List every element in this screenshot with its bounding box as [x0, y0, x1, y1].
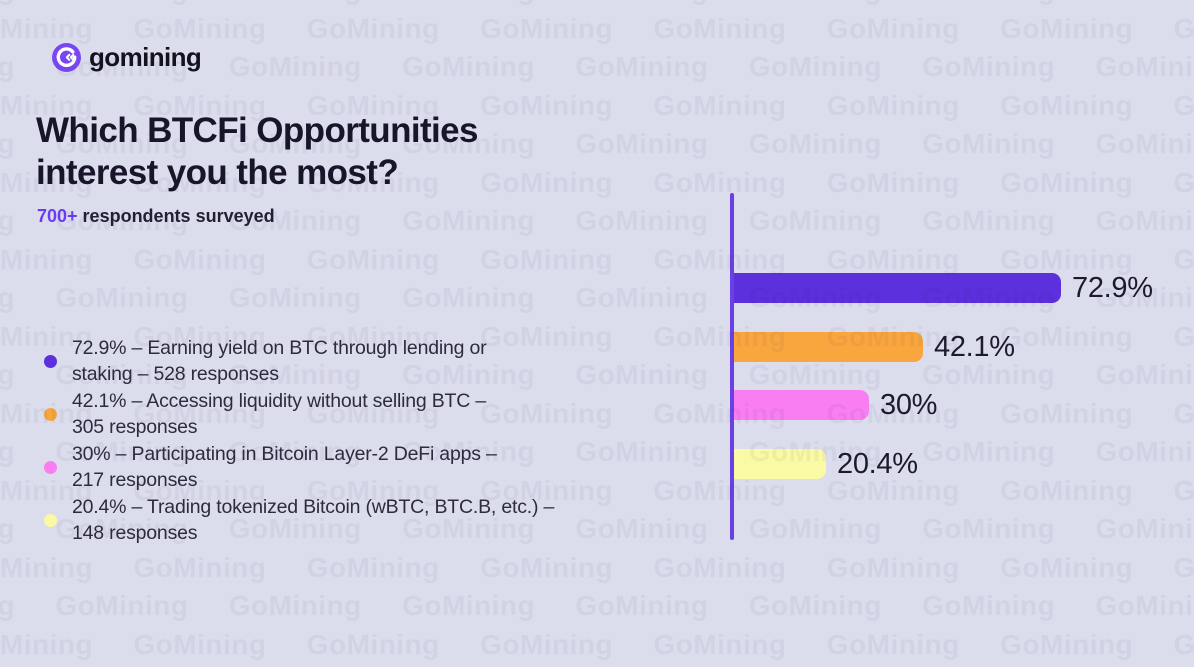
legend-item-1: 42.1% – Accessing liquidity without sell…: [44, 389, 644, 440]
page-title: Which BTCFi Opportunities interest you t…: [36, 110, 479, 194]
bar-row-0: 72.9%: [734, 271, 1153, 304]
title-line-2: interest you the most?: [36, 153, 399, 192]
bar-row-3: 20.4%: [734, 447, 918, 480]
legend-dot-icon: [44, 355, 57, 368]
legend-item-0: 72.9% – Earning yield on BTC through len…: [44, 336, 644, 387]
chart-legend: 72.9% – Earning yield on BTC through len…: [44, 336, 644, 548]
subtitle: 700+ respondents surveyed: [37, 206, 275, 227]
bar-value-label: 20.4%: [837, 447, 918, 480]
legend-dot-icon: [44, 408, 57, 421]
bar-chart: 72.9% 42.1% 30% 20.4%: [730, 193, 1194, 540]
bar-3: [734, 449, 826, 479]
title-line-1: Which BTCFi Opportunities: [36, 111, 479, 150]
bar-row-2: 30%: [734, 388, 938, 421]
bar-0: [734, 273, 1061, 303]
legend-item-label: 20.4% – Trading tokenized Bitcoin (wBTC,…: [72, 496, 555, 544]
watermark-text-row: GoMining GoMining GoMining GoMining GoMi…: [0, 590, 1194, 621]
gomining-logo-icon: [52, 43, 81, 72]
legend-item-label: 42.1% – Accessing liquidity without sell…: [72, 390, 487, 438]
legend-item-label: 30% – Participating in Bitcoin Layer-2 D…: [72, 443, 497, 491]
chart-y-axis: [730, 193, 734, 540]
gomining-logo: gomining: [52, 42, 202, 73]
watermark-text-row: GoMining GoMining GoMining GoMining GoMi…: [0, 629, 1194, 660]
watermark-text-row: GoMining GoMining GoMining GoMining GoMi…: [0, 552, 1194, 583]
bar-1: [734, 332, 923, 362]
bar-value-label: 42.1%: [934, 330, 1015, 363]
legend-item-2: 30% – Participating in Bitcoin Layer-2 D…: [44, 442, 644, 493]
bar-row-1: 42.1%: [734, 330, 1015, 363]
legend-dot-icon: [44, 514, 57, 527]
legend-item-label: 72.9% – Earning yield on BTC through len…: [72, 337, 487, 385]
bar-value-label: 30%: [880, 388, 938, 421]
legend-item-3: 20.4% – Trading tokenized Bitcoin (wBTC,…: [44, 495, 644, 546]
watermark-text-row: GoMining GoMining GoMining GoMining GoMi…: [0, 0, 1194, 9]
bar-value-label: 72.9%: [1072, 271, 1153, 304]
legend-dot-icon: [44, 461, 57, 474]
brand-name: gomining: [89, 42, 202, 72]
respondent-count: 700+: [37, 206, 78, 226]
subtitle-text: respondents surveyed: [77, 206, 275, 226]
bar-2: [734, 390, 869, 420]
